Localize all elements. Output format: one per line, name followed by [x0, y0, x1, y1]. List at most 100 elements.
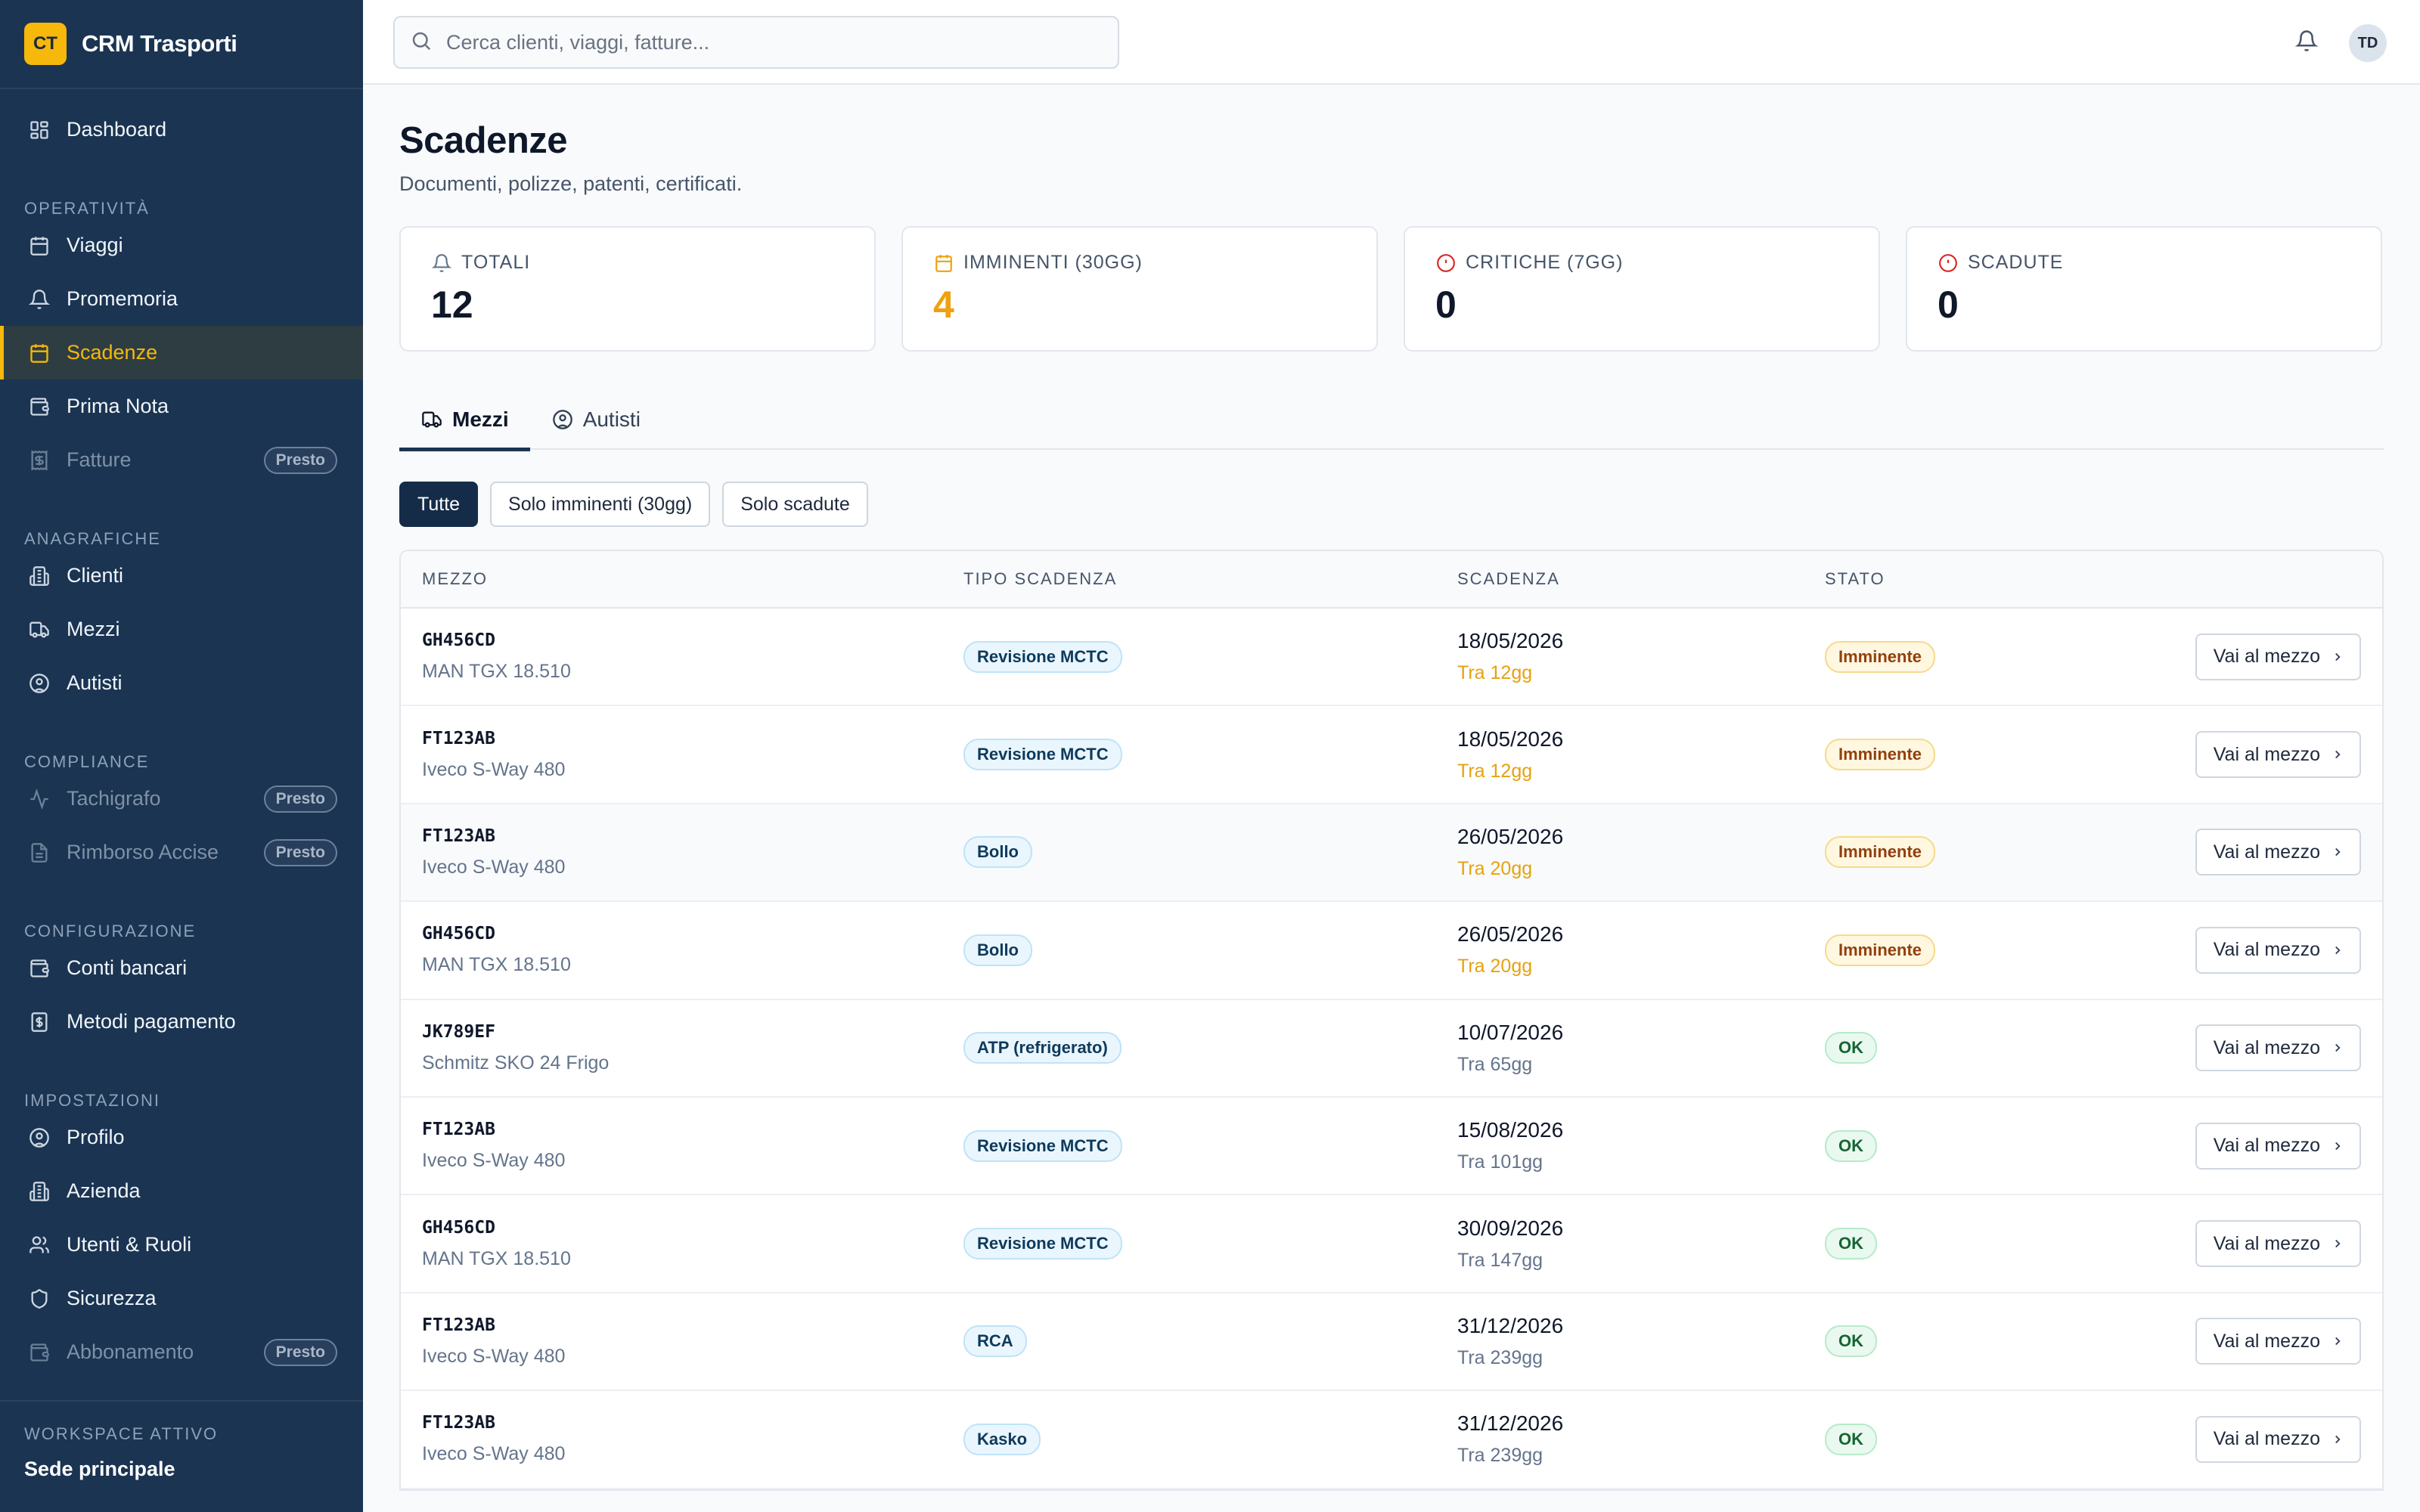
notifications-button[interactable] [2291, 27, 2322, 57]
search-box[interactable] [393, 16, 1119, 69]
vehicle-plate: JK789EF [422, 1021, 495, 1042]
tab-mezzi[interactable]: Mezzi [399, 389, 530, 451]
sidebar-item-sicurezza[interactable]: Sicurezza [0, 1272, 363, 1325]
column-header-mezzo[interactable]: MEZZO [422, 569, 488, 588]
tab-autisti[interactable]: Autisti [530, 389, 662, 450]
cell-azione: Vai al mezzo [2195, 731, 2361, 779]
cell-tipo: Revisione MCTC [963, 1129, 1122, 1162]
tab-label: Mezzi [452, 407, 509, 431]
sidebar-item-profilo[interactable]: Profilo [0, 1111, 363, 1164]
deadline-date: 18/05/2026 [1457, 727, 1564, 751]
sidebar-nav: Dashboard OPERATIVITÀ Viaggi Promemoria … [0, 89, 363, 1379]
sidebar-item-promemoria[interactable]: Promemoria [0, 272, 363, 326]
button-label: Vai al mezzo [2213, 841, 2320, 863]
vai-al-mezzo-button[interactable]: Vai al mezzo [2195, 1220, 2361, 1268]
avatar[interactable]: TD [2349, 24, 2387, 62]
sidebar-item-label: Autisti [67, 671, 123, 694]
vai-al-mezzo-button[interactable]: Vai al mezzo [2195, 926, 2361, 974]
sidebar-item-tachigrafo[interactable]: Tachigrafo Presto [0, 772, 363, 826]
status-badge: OK [1825, 1228, 1877, 1260]
sidebar-item-clienti[interactable]: Clienti [0, 549, 363, 603]
workspace-switcher[interactable]: WORKSPACE ATTIVO Sede principale [0, 1400, 363, 1512]
sidebar-item-label: Clienti [67, 564, 124, 587]
deadline-date: 30/09/2026 [1457, 1216, 1564, 1240]
cell-azione: Vai al mezzo [2195, 1024, 2361, 1072]
vai-al-mezzo-button[interactable]: Vai al mezzo [2195, 1318, 2361, 1365]
chevron-right-icon [2331, 1139, 2344, 1153]
table-row[interactable]: FT123AB Iveco S-Way 480 Revisione MCTC 1… [401, 1098, 2382, 1196]
sidebar-item-prima-nota[interactable]: Prima Nota [0, 380, 363, 433]
brand[interactable]: CT CRM Trasporti [0, 0, 363, 89]
filter-scadute[interactable]: Solo scadute [722, 482, 868, 527]
sidebar-item-abbonamento[interactable]: Abbonamento Presto [0, 1325, 363, 1379]
cell-stato: OK [1825, 1129, 1877, 1162]
vai-al-mezzo-button[interactable]: Vai al mezzo [2195, 829, 2361, 876]
vehicle-model: Iveco S-Way 480 [422, 1150, 566, 1172]
sidebar-item-rimborso-accise[interactable]: Rimborso Accise Presto [0, 826, 363, 879]
vai-al-mezzo-button[interactable]: Vai al mezzo [2195, 1122, 2361, 1170]
cell-azione: Vai al mezzo [2195, 926, 2361, 974]
page-title: Scadenze [399, 120, 568, 161]
sidebar-item-viaggi[interactable]: Viaggi [0, 218, 363, 272]
sidebar-item-label: Promemoria [67, 287, 178, 310]
cell-stato: Imminente [1825, 934, 1936, 966]
vehicle-plate: FT123AB [422, 1413, 495, 1433]
button-label: Vai al mezzo [2213, 1135, 2320, 1157]
search-input[interactable] [446, 30, 1097, 54]
cell-mezzo: GH456CD MAN TGX 18.510 [422, 1218, 571, 1270]
deadline-type-badge: ATP (refrigerato) [963, 1032, 1122, 1064]
table-row[interactable]: GH456CD MAN TGX 18.510 Revisione MCTC 18… [401, 609, 2382, 707]
sidebar-item-utenti-ruoli[interactable]: Utenti & Ruoli [0, 1218, 363, 1272]
vai-al-mezzo-button[interactable]: Vai al mezzo [2195, 731, 2361, 779]
vai-al-mezzo-button[interactable]: Vai al mezzo [2195, 633, 2361, 680]
deadline-type-badge: Revisione MCTC [963, 1228, 1122, 1260]
filter-tutte[interactable]: Tutte [399, 482, 479, 527]
column-header-stato[interactable]: STATO [1825, 569, 1885, 588]
table-row[interactable]: GH456CD MAN TGX 18.510 Revisione MCTC 30… [401, 1195, 2382, 1294]
sidebar-item-label: Profilo [67, 1126, 125, 1148]
sidebar-item-label: Sicurezza [67, 1287, 157, 1309]
sidebar-item-dashboard[interactable]: Dashboard [0, 103, 363, 156]
sidebar-item-azienda[interactable]: Azienda [0, 1164, 363, 1218]
nav-section-operativita: OPERATIVITÀ [24, 199, 150, 218]
days-remaining: Tra 239gg [1457, 1346, 1544, 1368]
sidebar-item-label: Rimborso Accise [67, 841, 219, 863]
vai-al-mezzo-button[interactable]: Vai al mezzo [2195, 1024, 2361, 1072]
filter-imminenti[interactable]: Solo imminenti (30gg) [490, 482, 711, 527]
shield-icon [27, 1287, 51, 1311]
vai-al-mezzo-button[interactable]: Vai al mezzo [2195, 1415, 2361, 1463]
sidebar-item-autisti[interactable]: Autisti [0, 656, 363, 710]
table-row[interactable]: JK789EF Schmitz SKO 24 Frigo ATP (refrig… [401, 1000, 2382, 1098]
table-row[interactable]: FT123AB Iveco S-Way 480 RCA 31/12/2026 T… [401, 1294, 2382, 1392]
activity-icon [27, 787, 51, 811]
table-row[interactable]: FT123AB Iveco S-Way 480 Kasko 31/12/2026… [401, 1391, 2382, 1489]
sidebar-item-metodi-pagamento[interactable]: Metodi pagamento [0, 995, 363, 1049]
table-row[interactable]: FT123AB Iveco S-Way 480 Bollo 26/05/2026… [401, 804, 2382, 903]
column-header-tipo[interactable]: TIPO SCADENZA [963, 569, 1118, 588]
sidebar-item-scadenze[interactable]: Scadenze [0, 326, 363, 380]
sidebar-item-label: Azienda [67, 1179, 141, 1202]
status-badge: Imminente [1825, 836, 1936, 869]
cell-stato: OK [1825, 1032, 1877, 1064]
column-header-scadenza[interactable]: SCADENZA [1457, 569, 1560, 588]
deadline-date: 31/12/2026 [1457, 1313, 1564, 1337]
sidebar-item-label: Scadenze [67, 341, 158, 364]
deadline-type-badge: Bollo [963, 934, 1032, 966]
deadline-type-badge: RCA [963, 1325, 1027, 1358]
status-badge: OK [1825, 1129, 1877, 1162]
table-row[interactable]: GH456CD MAN TGX 18.510 Bollo 26/05/2026 … [401, 902, 2382, 1000]
chevron-right-icon [2331, 1237, 2344, 1250]
sidebar-item-label: Abbonamento [67, 1340, 194, 1363]
receipt-icon [27, 448, 51, 472]
filter-group: Tutte Solo imminenti (30gg) Solo scadute [399, 482, 2384, 527]
user-circle-icon [551, 408, 574, 431]
bell-icon [2294, 29, 2319, 56]
cell-azione: Vai al mezzo [2195, 1122, 2361, 1170]
sidebar-item-label: Conti bancari [67, 956, 188, 979]
workspace-name: Sede principale [24, 1458, 175, 1480]
sidebar-item-conti-bancari[interactable]: Conti bancari [0, 941, 363, 995]
sidebar-item-fatture[interactable]: Fatture Presto [0, 433, 363, 487]
brand-logo: CT [24, 23, 67, 65]
table-row[interactable]: FT123AB Iveco S-Way 480 Revisione MCTC 1… [401, 706, 2382, 804]
sidebar-item-mezzi[interactable]: Mezzi [0, 603, 363, 656]
